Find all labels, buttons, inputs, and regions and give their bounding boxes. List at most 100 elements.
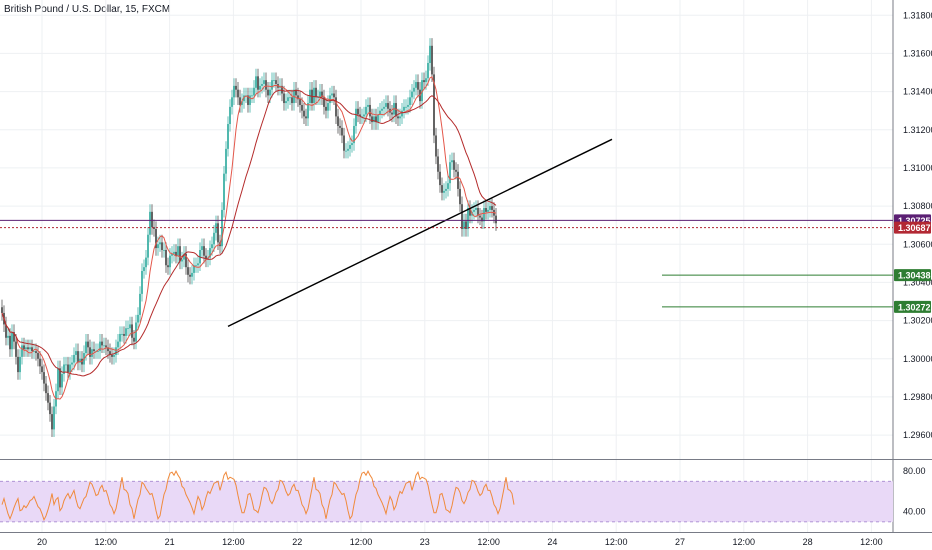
candle-body (69, 364, 71, 373)
candle-body (303, 110, 305, 117)
candle-body (487, 209, 489, 212)
candle-body (67, 364, 69, 373)
candle-body (421, 80, 423, 102)
candle-body (469, 208, 471, 216)
candle-body (449, 162, 451, 184)
candle-body (315, 87, 317, 98)
candle-body (163, 249, 165, 251)
candle-body (371, 116, 373, 123)
candle-body (211, 244, 213, 249)
candle-body (427, 62, 429, 79)
candle-body (367, 104, 369, 107)
price-tag (894, 221, 931, 234)
candle-body (475, 208, 477, 210)
candle-body (13, 332, 15, 342)
x-tick-label: 24 (547, 537, 557, 547)
candle-body (11, 332, 13, 350)
candle-body (485, 208, 487, 212)
candle-body (473, 209, 475, 212)
candle-body (121, 333, 123, 335)
candle-body (79, 358, 81, 363)
candle-body (345, 150, 347, 152)
candle-body (265, 80, 267, 90)
candle-body (295, 89, 297, 96)
candle-body (191, 272, 193, 277)
candle-body (377, 114, 379, 123)
candle-body (15, 341, 17, 357)
rsi-line (1, 469, 515, 522)
candle-body (145, 257, 147, 268)
candle-body (65, 364, 67, 366)
candle-body (357, 108, 359, 115)
candle-body (413, 87, 415, 92)
x-tick-label: 12:00 (605, 537, 628, 547)
candle-body (75, 351, 77, 355)
candle-body (305, 116, 307, 119)
candle-body (285, 101, 287, 104)
candle-body (407, 104, 409, 107)
candle-body (39, 358, 41, 367)
candle-body (51, 414, 53, 430)
candle-body (209, 248, 211, 258)
candle-body (433, 74, 435, 136)
candle-body (233, 85, 235, 98)
candle-body (149, 211, 151, 235)
y-tick-label: 1.29800 (903, 392, 932, 402)
x-tick-label: 12:00 (95, 537, 118, 547)
candle-body (99, 341, 101, 352)
candle-body (467, 208, 469, 229)
candle-body (447, 183, 449, 189)
candle-body (43, 372, 45, 384)
candle-body (379, 110, 381, 115)
candle-body (465, 221, 467, 229)
candle-body (459, 188, 461, 205)
candle-body (49, 402, 51, 415)
candle-body (37, 353, 39, 359)
candle-body (301, 104, 303, 111)
candle-body (405, 106, 407, 108)
candle-body (425, 78, 427, 83)
x-tick-label: 12:00 (860, 537, 883, 547)
rsi-tick-label: 80.00 (903, 466, 926, 476)
candle-body (373, 116, 375, 123)
candle-body (229, 106, 231, 125)
candle-body (335, 97, 337, 117)
candle-body (479, 215, 481, 218)
candle-body (71, 362, 73, 365)
candle-body (129, 324, 131, 329)
y-tick-label: 1.31800 (903, 10, 932, 20)
candle-body (307, 103, 309, 119)
candle-body (97, 351, 99, 352)
candle-body (321, 91, 323, 98)
candle-body (21, 345, 23, 357)
candle-body (491, 206, 493, 210)
x-tick-label: 28 (803, 537, 813, 547)
candle-body (271, 80, 273, 90)
candle-body (169, 255, 171, 268)
candle-body (399, 116, 401, 119)
candle-body (131, 324, 133, 338)
candle-body (347, 148, 349, 151)
candle-body (391, 112, 393, 115)
candle-body (443, 190, 445, 193)
rsi-tick-label: 40.00 (903, 507, 926, 517)
candle-body (353, 125, 355, 144)
candle-body (343, 135, 345, 151)
candle-body (77, 351, 79, 363)
candle-body (361, 116, 363, 118)
candle-body (411, 91, 413, 98)
candle-body (337, 116, 339, 126)
candle-body (201, 246, 203, 250)
candle-body (275, 80, 277, 84)
x-tick-label: 12:00 (733, 537, 756, 547)
candle-body (147, 234, 149, 258)
candle-body (249, 95, 251, 105)
candle-body (161, 242, 163, 250)
y-tick-label: 1.30000 (903, 354, 932, 364)
y-tick-label: 1.30400 (903, 277, 932, 287)
candle-body (5, 324, 7, 338)
candle-body (171, 253, 173, 256)
candle-body (179, 246, 181, 262)
price-tag-label: 1.30438 (898, 271, 931, 281)
